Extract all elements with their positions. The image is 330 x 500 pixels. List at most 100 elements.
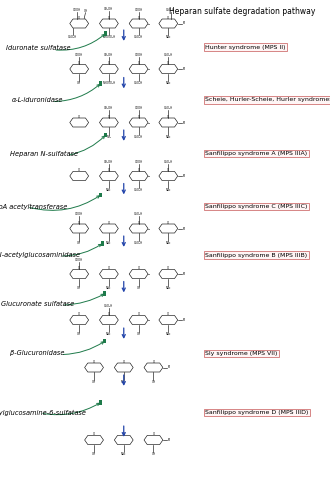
Text: OSO₃H: OSO₃H xyxy=(166,8,175,12)
Text: OH: OH xyxy=(83,8,87,12)
Text: O: O xyxy=(78,62,80,66)
Text: NAc: NAc xyxy=(166,81,171,85)
Text: OSO₃H: OSO₃H xyxy=(134,240,143,244)
Text: PS: PS xyxy=(183,67,186,71)
Text: NAc: NAc xyxy=(121,452,126,456)
Text: O: O xyxy=(152,360,154,364)
Text: α-L-iduronidase: α-L-iduronidase xyxy=(12,97,64,103)
Text: PS: PS xyxy=(183,22,186,26)
Text: O: O xyxy=(167,16,169,20)
Text: CH₂OH: CH₂OH xyxy=(104,106,114,110)
Bar xyxy=(104,132,107,137)
Text: PS: PS xyxy=(183,272,186,276)
Text: COOH: COOH xyxy=(135,53,143,57)
Text: O: O xyxy=(167,221,169,225)
Text: NAc: NAc xyxy=(166,240,171,244)
Text: PS: PS xyxy=(183,174,186,178)
Text: OSO₃H: OSO₃H xyxy=(134,35,143,39)
Text: O: O xyxy=(138,115,140,119)
Text: NHOSO₃H: NHOSO₃H xyxy=(102,35,115,39)
Text: O: O xyxy=(138,62,140,66)
Bar xyxy=(99,192,102,197)
Text: O: O xyxy=(93,360,95,364)
Text: O: O xyxy=(108,221,110,225)
Text: OH: OH xyxy=(137,332,141,336)
Text: OH: OH xyxy=(151,452,155,456)
Text: OSO₃H: OSO₃H xyxy=(164,160,173,164)
Text: NAc: NAc xyxy=(166,35,171,39)
Text: Iduronate sulfatase: Iduronate sulfatase xyxy=(6,45,70,51)
Bar xyxy=(99,81,102,86)
Text: Scheie, Hurler-Scheie, Hurler syndromes (MPS I): Scheie, Hurler-Scheie, Hurler syndromes … xyxy=(205,98,330,102)
Text: O: O xyxy=(108,115,110,119)
Text: O: O xyxy=(167,62,169,66)
Text: COOH: COOH xyxy=(75,212,83,216)
Text: PS: PS xyxy=(183,226,186,230)
Text: O: O xyxy=(152,432,154,436)
Text: CH₂OH: CH₂OH xyxy=(104,7,114,11)
Text: OH: OH xyxy=(92,452,96,456)
Text: PS: PS xyxy=(183,318,186,322)
Bar xyxy=(99,400,102,405)
Text: PS: PS xyxy=(168,438,171,442)
Bar xyxy=(101,241,104,246)
Text: OH: OH xyxy=(77,81,81,85)
Text: O: O xyxy=(78,115,80,119)
Text: OH: OH xyxy=(77,286,81,290)
Text: COOH: COOH xyxy=(135,160,143,164)
Text: O: O xyxy=(138,16,140,20)
Text: PS: PS xyxy=(168,366,171,370)
Text: OH: OH xyxy=(92,380,96,384)
Text: O: O xyxy=(167,168,169,172)
Text: Glucuronate sulfatase: Glucuronate sulfatase xyxy=(1,301,75,307)
Text: O: O xyxy=(78,168,80,172)
Text: OH: OH xyxy=(77,332,81,336)
Text: PS: PS xyxy=(183,120,186,124)
Text: COOH: COOH xyxy=(75,258,83,262)
Text: OH: OH xyxy=(77,240,81,244)
Text: NH₂: NH₂ xyxy=(106,134,112,138)
Text: β-Glucuronidase: β-Glucuronidase xyxy=(10,350,64,356)
Text: α-N-acetylglucosaminidase: α-N-acetylglucosaminidase xyxy=(0,252,81,258)
Text: COOH: COOH xyxy=(135,8,143,12)
Text: O: O xyxy=(78,16,80,20)
Text: N-acetylglucosamine-6-sulfatase: N-acetylglucosamine-6-sulfatase xyxy=(0,410,87,416)
Text: O: O xyxy=(108,16,110,20)
Text: Heparan sulfate degradation pathway: Heparan sulfate degradation pathway xyxy=(169,7,316,16)
Text: O: O xyxy=(123,432,125,436)
Text: Sanfilippo syndrome D (MPS IIID): Sanfilippo syndrome D (MPS IIID) xyxy=(205,410,309,415)
Text: Sanfilippo syndrome B (MPS IIIB): Sanfilippo syndrome B (MPS IIIB) xyxy=(205,252,307,258)
Text: OH: OH xyxy=(137,286,141,290)
Text: OSO₃H: OSO₃H xyxy=(134,188,143,192)
Bar xyxy=(104,31,107,36)
Text: Acetyl-CoA acetyltransferase: Acetyl-CoA acetyltransferase xyxy=(0,204,68,210)
Text: O: O xyxy=(78,221,80,225)
Text: O: O xyxy=(108,62,110,66)
Text: OSO₃H: OSO₃H xyxy=(104,304,114,308)
Text: Hunter syndrome (MPS II): Hunter syndrome (MPS II) xyxy=(205,44,286,50)
Bar xyxy=(104,291,106,296)
Text: O: O xyxy=(78,312,80,316)
Text: O: O xyxy=(123,360,125,364)
Text: O: O xyxy=(138,221,140,225)
Text: O: O xyxy=(138,312,140,316)
Text: O: O xyxy=(78,266,80,270)
Text: O: O xyxy=(108,312,110,316)
Text: OSO₃H: OSO₃H xyxy=(164,53,173,57)
Text: O: O xyxy=(167,266,169,270)
Text: O: O xyxy=(167,115,169,119)
Text: Heparan N-sulfatase: Heparan N-sulfatase xyxy=(11,150,79,156)
Text: NHOSO₃H: NHOSO₃H xyxy=(102,81,115,85)
Text: OSO₃H: OSO₃H xyxy=(68,35,78,39)
Text: O: O xyxy=(108,168,110,172)
Text: COOH: COOH xyxy=(135,106,143,110)
Text: NAc: NAc xyxy=(166,332,171,336)
Text: OSO₃H: OSO₃H xyxy=(134,81,143,85)
Text: OSO₃H: OSO₃H xyxy=(134,134,143,138)
Text: NAc: NAc xyxy=(106,286,112,290)
Bar xyxy=(104,339,106,343)
Text: NAc: NAc xyxy=(106,188,112,192)
Text: Sanfilippo syndrome C (MPS IIIC): Sanfilippo syndrome C (MPS IIIC) xyxy=(205,204,308,209)
Text: NAc: NAc xyxy=(166,134,171,138)
Text: CH₂OH: CH₂OH xyxy=(104,160,114,164)
